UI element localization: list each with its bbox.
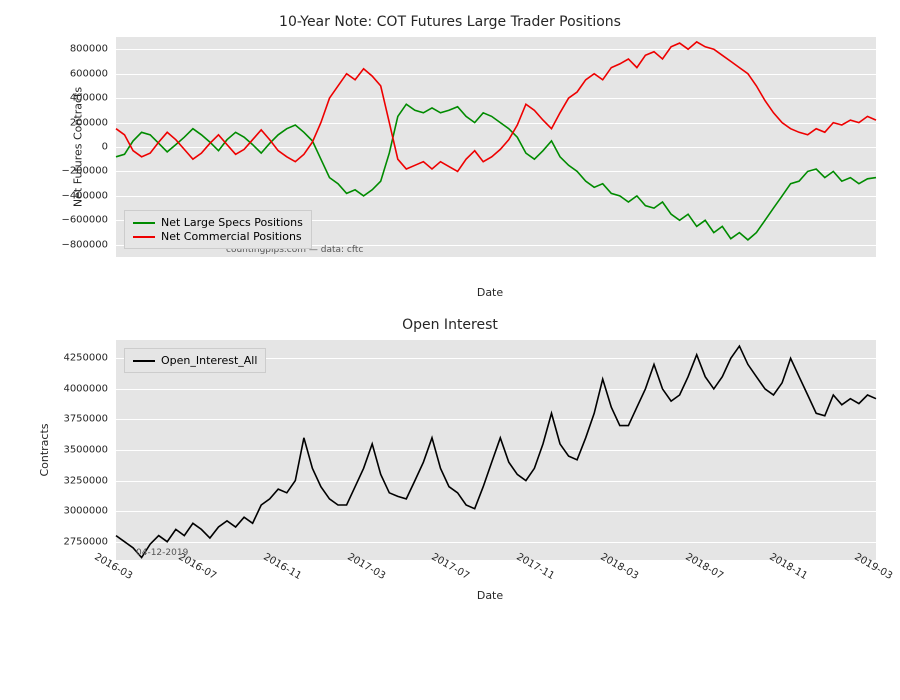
bottom-chart-title: Open Interest [10,317,890,333]
legend-swatch [133,360,155,362]
y-tick-label: 800000 [70,44,108,55]
top-x-label: Date [115,286,865,299]
y-tick-label: 600000 [70,68,108,79]
top-legend: Net Large Specs PositionsNet Commercial … [124,210,312,249]
bottom-y-axis: 2750000 3000000 3250000 3500000 3750000 40000… [44,340,112,560]
series-line [116,346,876,557]
bottom-x-label: Date [115,589,865,602]
y-tick-label: 3000000 [63,506,108,517]
y-tick-label: 400000 [70,93,108,104]
legend-item: Net Commercial Positions [133,230,303,243]
top-chart: 10-Year Note: COT Futures Large Trader P… [10,14,890,299]
bottom-x-axis: 2016-032016-072016-112017-032017-072017-… [116,562,876,586]
y-tick-label: 2750000 [63,536,108,547]
bottom-chart: Open Interest Contracts 2750000300000032… [10,317,890,602]
y-tick-label: −200000 [61,166,108,177]
legend-label: Open_Interest_All [161,354,257,367]
legend-label: Net Commercial Positions [161,230,302,243]
series-line [116,42,876,172]
legend-item: Open_Interest_All [133,354,257,367]
y-tick-label: 4250000 [63,353,108,364]
y-tick-label: 0 [102,142,108,153]
legend-swatch [133,236,155,238]
y-tick-label: 3750000 [63,414,108,425]
y-tick-label: 3500000 [63,445,108,456]
legend-swatch [133,222,155,224]
bottom-plot-area: Contracts 275000030000003250000350000037… [115,339,877,561]
bottom-legend: Open_Interest_All [124,348,266,373]
top-y-axis: −800000 −600000 −400000 −200000 0 200000 40000… [44,37,112,257]
y-tick-label: −800000 [61,239,108,250]
bottom-chart-svg [116,340,876,560]
y-tick-label: 200000 [70,117,108,128]
y-tick-label: 3250000 [63,475,108,486]
y-tick-label: 4000000 [63,383,108,394]
y-tick-label: −400000 [61,190,108,201]
y-tick-label: −600000 [61,215,108,226]
legend-item: Net Large Specs Positions [133,216,303,229]
top-plot-area: Net Futures Contracts −800000−600000−400… [115,36,877,258]
top-chart-title: 10-Year Note: COT Futures Large Trader P… [10,14,890,30]
legend-label: Net Large Specs Positions [161,216,303,229]
chart-annotation: 04-12-2019 [136,548,188,558]
